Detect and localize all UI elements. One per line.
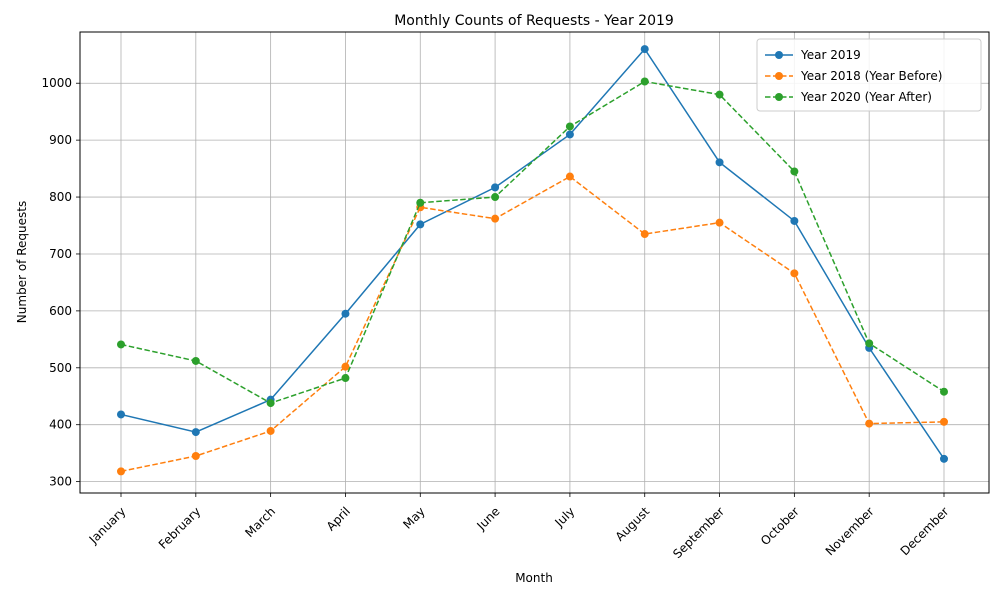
data-point	[565, 122, 574, 131]
data-point	[715, 218, 724, 227]
legend-item: Year 2018 (Year Before)	[765, 69, 942, 83]
y-tick-label: 800	[49, 190, 72, 204]
data-point	[191, 428, 200, 437]
legend-item: Year 2019	[765, 48, 861, 62]
legend-label: Year 2018 (Year Before)	[800, 69, 942, 83]
x-tick-label: April	[324, 504, 353, 533]
data-point	[341, 309, 350, 318]
data-point	[491, 193, 500, 202]
data-point	[715, 158, 724, 167]
legend-marker	[775, 72, 783, 80]
legend-label: Year 2019	[800, 48, 861, 62]
data-point	[491, 183, 500, 192]
x-tick-label: May	[400, 504, 427, 531]
series-3	[117, 77, 948, 408]
legend: Year 2019 Year 2018 (Year Before) Year 202…	[756, 38, 982, 112]
plot-frame	[79, 31, 990, 494]
y-tick-label: 600	[49, 304, 72, 318]
legend-box	[756, 38, 982, 112]
x-tick-label: January	[86, 504, 129, 547]
y-axis-title: Number of Requests	[15, 201, 29, 323]
y-tick-label: 500	[49, 361, 72, 375]
y-tick-label: 1000	[41, 76, 72, 90]
data-point	[790, 269, 799, 278]
x-tick-label: February	[156, 504, 204, 552]
x-tick-label: June	[474, 504, 503, 533]
data-point	[940, 417, 948, 426]
x-tick-label: July	[552, 504, 578, 530]
data-point	[940, 454, 948, 463]
x-tick-label: November	[823, 504, 877, 558]
data-point	[117, 467, 125, 476]
data-point	[565, 172, 574, 181]
series-line	[120, 80, 945, 404]
data-point	[790, 167, 799, 176]
data-point	[341, 362, 350, 371]
data-point	[640, 45, 649, 54]
series-line	[120, 47, 945, 460]
data-point	[266, 399, 275, 408]
data-point	[191, 452, 200, 461]
x-tick-label: December	[898, 504, 952, 558]
x-tick-label: September	[670, 504, 727, 561]
data-point	[491, 214, 500, 223]
data-point	[715, 90, 724, 99]
x-tick-label: October	[758, 504, 802, 548]
x-axis-title: Month	[515, 571, 553, 585]
x-tick-label: August	[613, 504, 653, 544]
data-point	[790, 216, 799, 225]
data-point	[416, 198, 425, 207]
y-tick-label: 700	[49, 247, 72, 261]
series-2	[117, 172, 948, 476]
data-point	[940, 387, 948, 396]
y-axis-ticks: 300 400 500 600 700 800 900 1000	[41, 76, 80, 489]
x-axis-ticks: January February March April May June July Augu…	[86, 493, 952, 561]
data-point	[865, 339, 874, 348]
data-point	[117, 340, 125, 349]
data-point	[191, 356, 200, 365]
data-point	[266, 426, 275, 435]
data-point	[416, 220, 425, 229]
data-point	[865, 419, 874, 428]
legend-item: Year 2020 (Year After)	[765, 90, 932, 104]
y-tick-label: 300	[49, 475, 72, 489]
series-line	[120, 175, 945, 473]
legend-marker	[775, 93, 783, 101]
x-tick-label: March	[242, 504, 278, 540]
series-group	[117, 45, 948, 476]
data-point	[341, 374, 350, 383]
legend-label: Year 2020 (Year After)	[800, 90, 932, 104]
data-point	[565, 130, 574, 139]
data-point	[640, 230, 649, 239]
y-tick-label: 400	[49, 418, 72, 432]
legend-marker	[775, 51, 783, 59]
y-tick-label: 900	[49, 133, 72, 147]
data-point	[640, 77, 649, 86]
chart-title: Monthly Counts of Requests - Year 2019	[394, 13, 674, 29]
data-point	[117, 410, 125, 419]
